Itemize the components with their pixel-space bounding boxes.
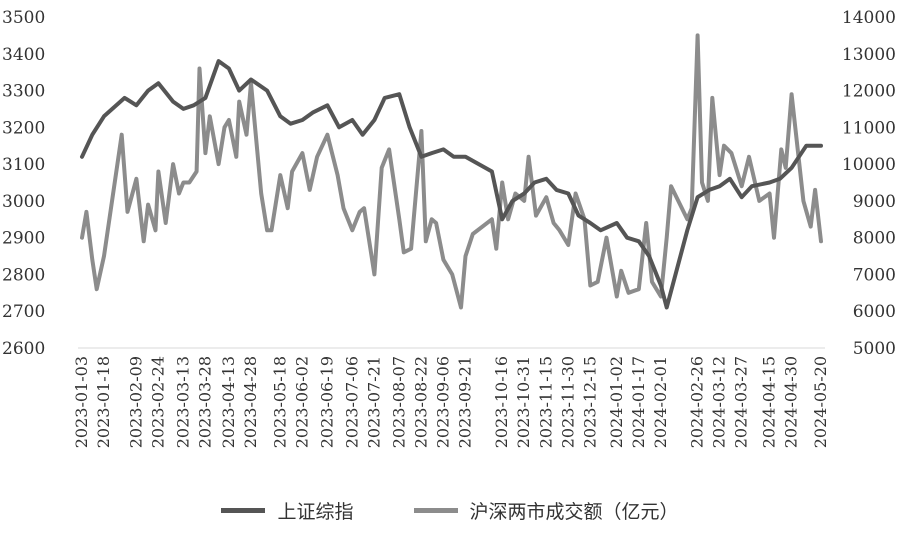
right-tick-label: 11000 [842,118,896,138]
legend-item-turnover: 沪深两市成交额（亿元） [413,497,679,524]
x-tick-label: 2024-05-20 [811,356,830,448]
left-tick-label: 3000 [2,192,45,212]
x-tick-label: 2024-04-15 [760,356,779,448]
x-tick-label: 2023-04-28 [241,356,260,448]
legend-item-sse: 上证综指 [221,497,354,524]
legend-swatch-turnover [413,508,458,513]
x-tick-label: 2023-11-30 [558,356,577,448]
x-tick-label: 2023-08-07 [389,356,408,448]
x-tick-label: 2023-01-03 [72,356,91,448]
x-tick-label: 2023-08-22 [411,356,430,448]
left-tick-label: 2600 [2,339,45,359]
right-axis: 14000 13000 12000 11000 10000 9000 8000 7000 600… [842,8,896,359]
right-tick-label: 9000 [853,192,896,212]
x-tick-label: 2023-12-15 [580,356,599,448]
right-tick-label: 7000 [853,265,896,285]
left-tick-label: 3300 [2,82,45,102]
series-line-turnover [80,33,823,310]
x-tick-label: 2023-05-18 [270,356,289,448]
left-tick-label: 3500 [2,8,45,28]
right-tick-label: 12000 [842,82,896,102]
x-tick-label: 2023-03-28 [195,356,214,448]
right-tick-label: 8000 [853,229,896,249]
series-line-sse [80,59,823,310]
x-tick-label: 2024-01-17 [629,356,648,448]
left-axis: 3500 3400 3300 3200 3100 3000 2900 2800 2700 2600 [2,8,45,359]
x-tick-label: 2023-06-02 [292,356,311,448]
left-tick-label: 2800 [2,265,45,285]
series-layer [80,33,823,310]
right-tick-label: 13000 [842,45,896,65]
x-tick-label: 2023-02-09 [126,356,145,448]
x-tick-label: 2023-09-06 [433,356,452,448]
x-tick-label: 2024-02-26 [688,356,707,448]
legend-swatch-sse [221,508,266,513]
legend-label-sse: 上证综指 [277,501,354,523]
right-tick-label: 10000 [842,155,896,175]
left-tick-label: 3400 [2,45,45,65]
x-tick-label: 2023-06-19 [317,356,336,448]
right-tick-label: 5000 [853,339,896,359]
left-tick-label: 3200 [2,118,45,138]
x-tick-label: 2023-07-06 [342,356,361,448]
x-tick-label: 2023-02-24 [148,356,167,448]
x-tick-label: 2023-10-16 [492,356,511,448]
left-tick-label: 2700 [2,302,45,322]
x-tick-label: 2023-03-13 [173,356,192,448]
x-tick-label: 2023-10-31 [514,356,533,448]
x-tick-label: 2024-01-02 [607,356,626,448]
x-tick-label: 2023-07-21 [364,356,383,448]
left-tick-label: 2900 [2,229,45,249]
x-tick-label: 2023-11-15 [536,356,555,448]
x-tick-label: 2024-02-01 [651,356,670,448]
legend: 上证综指 沪深两市成交额（亿元） [0,497,900,524]
left-tick-label: 3100 [2,155,45,175]
x-axis: 2023-01-03 2023-01-18 2023-02-09 2023-02-24… [72,356,830,448]
x-tick-label: 2023-01-18 [94,356,113,448]
right-tick-label: 6000 [853,302,896,322]
x-tick-label: 2023-09-21 [455,356,474,448]
x-tick-label: 2024-03-12 [710,356,729,448]
x-tick-label: 2024-04-30 [782,356,801,448]
x-tick-label: 2023-04-13 [219,356,238,448]
right-tick-label: 14000 [842,8,896,28]
x-tick-label: 2024-03-27 [732,356,751,448]
legend-label-turnover: 沪深两市成交额（亿元） [469,501,679,523]
